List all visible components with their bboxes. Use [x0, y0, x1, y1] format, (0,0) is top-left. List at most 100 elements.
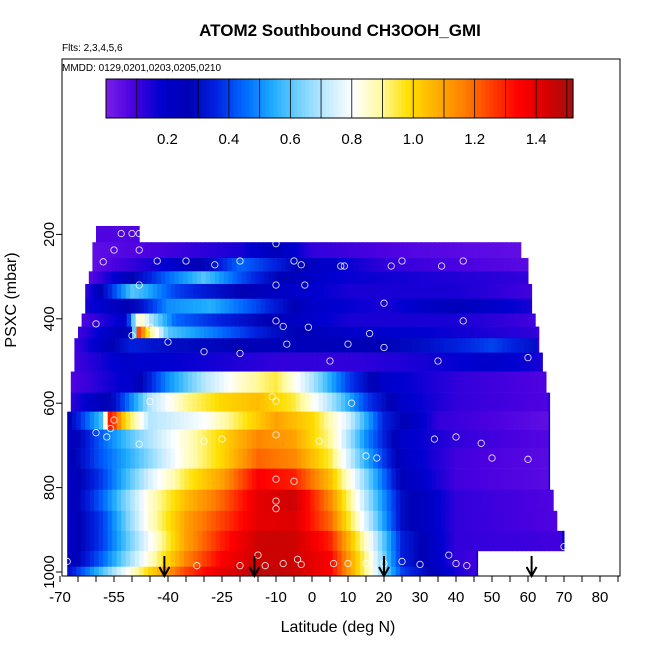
heatmap-cell — [100, 225, 106, 243]
heatmap-cell — [391, 448, 397, 469]
heatmap-cell — [283, 530, 289, 552]
heatmap-cell — [274, 510, 280, 532]
colorbar-swatch — [521, 79, 526, 118]
heatmap-cell — [310, 566, 316, 577]
heatmap-cell — [481, 411, 487, 430]
colorbar-tick-label: 1.0 — [403, 131, 424, 148]
heatmap-cell — [218, 352, 224, 372]
heatmap-cell — [96, 258, 102, 272]
heatmap-cell — [333, 313, 339, 327]
heatmap-cell — [447, 338, 453, 353]
heatmap-cell — [310, 489, 316, 512]
heatmap-cell — [364, 566, 370, 577]
heatmap-cell — [179, 566, 185, 577]
heatmap-cell — [508, 530, 514, 552]
colorbar-swatch — [321, 79, 327, 118]
heatmap-cell — [429, 242, 435, 259]
heatmap-cell — [242, 411, 248, 430]
heatmap-cell — [449, 283, 455, 300]
heatmap-cell — [211, 448, 217, 469]
heatmap-cell — [409, 468, 415, 491]
heatmap-cell — [499, 468, 505, 491]
heatmap-cell — [78, 352, 84, 372]
colorbar-swatch — [409, 79, 414, 118]
heatmap-cell — [260, 468, 266, 491]
heatmap-cell — [98, 411, 104, 430]
heatmap-cell — [89, 298, 95, 314]
heatmap-cell — [255, 271, 261, 285]
heatmap-cell — [314, 298, 320, 314]
heatmap-cell — [96, 225, 101, 243]
data-point — [200, 437, 208, 445]
heatmap-cell — [156, 392, 162, 412]
heatmap-cell — [258, 242, 264, 259]
heatmap-cell — [439, 371, 445, 393]
heatmap-cell — [102, 371, 108, 393]
heatmap-cell — [377, 411, 383, 430]
heatmap-cell — [115, 371, 121, 393]
heatmap-cell — [80, 510, 86, 532]
heatmap-cell — [454, 429, 460, 449]
data-point — [92, 429, 100, 437]
heatmap-cell — [274, 530, 280, 552]
heatmap-cell — [238, 411, 244, 430]
heatmap-cell — [205, 392, 211, 412]
heatmap-cell — [215, 550, 221, 568]
heatmap-cell — [200, 242, 206, 259]
heatmap-cell — [458, 283, 464, 300]
heatmap-cell — [355, 566, 361, 577]
heatmap-cell — [147, 271, 153, 285]
colorbar-swatch — [133, 79, 139, 118]
heatmap-cell — [125, 489, 131, 512]
heatmap-cell — [386, 429, 392, 449]
heatmap-cell — [123, 225, 128, 243]
colorbar-swatch — [449, 79, 454, 118]
heatmap-cell — [548, 489, 554, 512]
heatmap-cell — [139, 411, 145, 430]
heatmap-cell — [218, 242, 224, 259]
heatmap-cell — [133, 392, 139, 412]
heatmap-cell — [214, 371, 220, 393]
heatmap-cell — [413, 566, 419, 577]
heatmap-cell — [116, 411, 122, 430]
heatmap-cell — [305, 298, 311, 314]
data-point — [135, 229, 143, 238]
heatmap-cell — [83, 338, 89, 353]
heatmap-cell — [309, 392, 315, 412]
heatmap-cell — [195, 242, 201, 259]
heatmap-cell — [368, 566, 374, 577]
colorbar-swatch — [333, 79, 339, 118]
heatmap-cell — [161, 530, 167, 552]
colorbar-swatch — [253, 79, 259, 118]
heatmap-cell — [366, 352, 372, 372]
heatmap-cell — [362, 242, 368, 259]
heatmap-cell — [105, 225, 110, 243]
heatmap-cell — [309, 371, 315, 393]
heatmap-cell — [156, 371, 162, 393]
heatmap-cell — [301, 550, 307, 568]
heatmap-cell — [440, 448, 446, 469]
heatmap-cell — [481, 429, 487, 449]
heatmap-cell — [265, 429, 271, 449]
heatmap-cell — [422, 429, 428, 449]
heatmap-cell — [211, 550, 217, 568]
heatmap-cell — [92, 242, 98, 259]
heatmap-cell — [458, 448, 464, 469]
heatmap-cell — [229, 510, 235, 532]
heatmap-cell — [209, 242, 215, 259]
heatmap-cell — [93, 271, 99, 285]
heatmap-cell — [381, 271, 387, 285]
heatmap-cell — [490, 489, 496, 512]
colorbar-swatch — [381, 79, 386, 118]
heatmap-cell — [112, 468, 118, 491]
heatmap-cell — [102, 271, 108, 285]
data-point — [272, 497, 280, 505]
heatmap-cell — [238, 283, 244, 300]
heatmap-cell — [134, 566, 140, 577]
heatmap-cell — [463, 448, 469, 469]
heatmap-cell — [425, 242, 431, 259]
heatmap-cell — [123, 338, 129, 353]
heatmap-cell — [80, 448, 86, 469]
heatmap-cell — [535, 411, 541, 430]
heatmap-cell — [263, 352, 269, 372]
